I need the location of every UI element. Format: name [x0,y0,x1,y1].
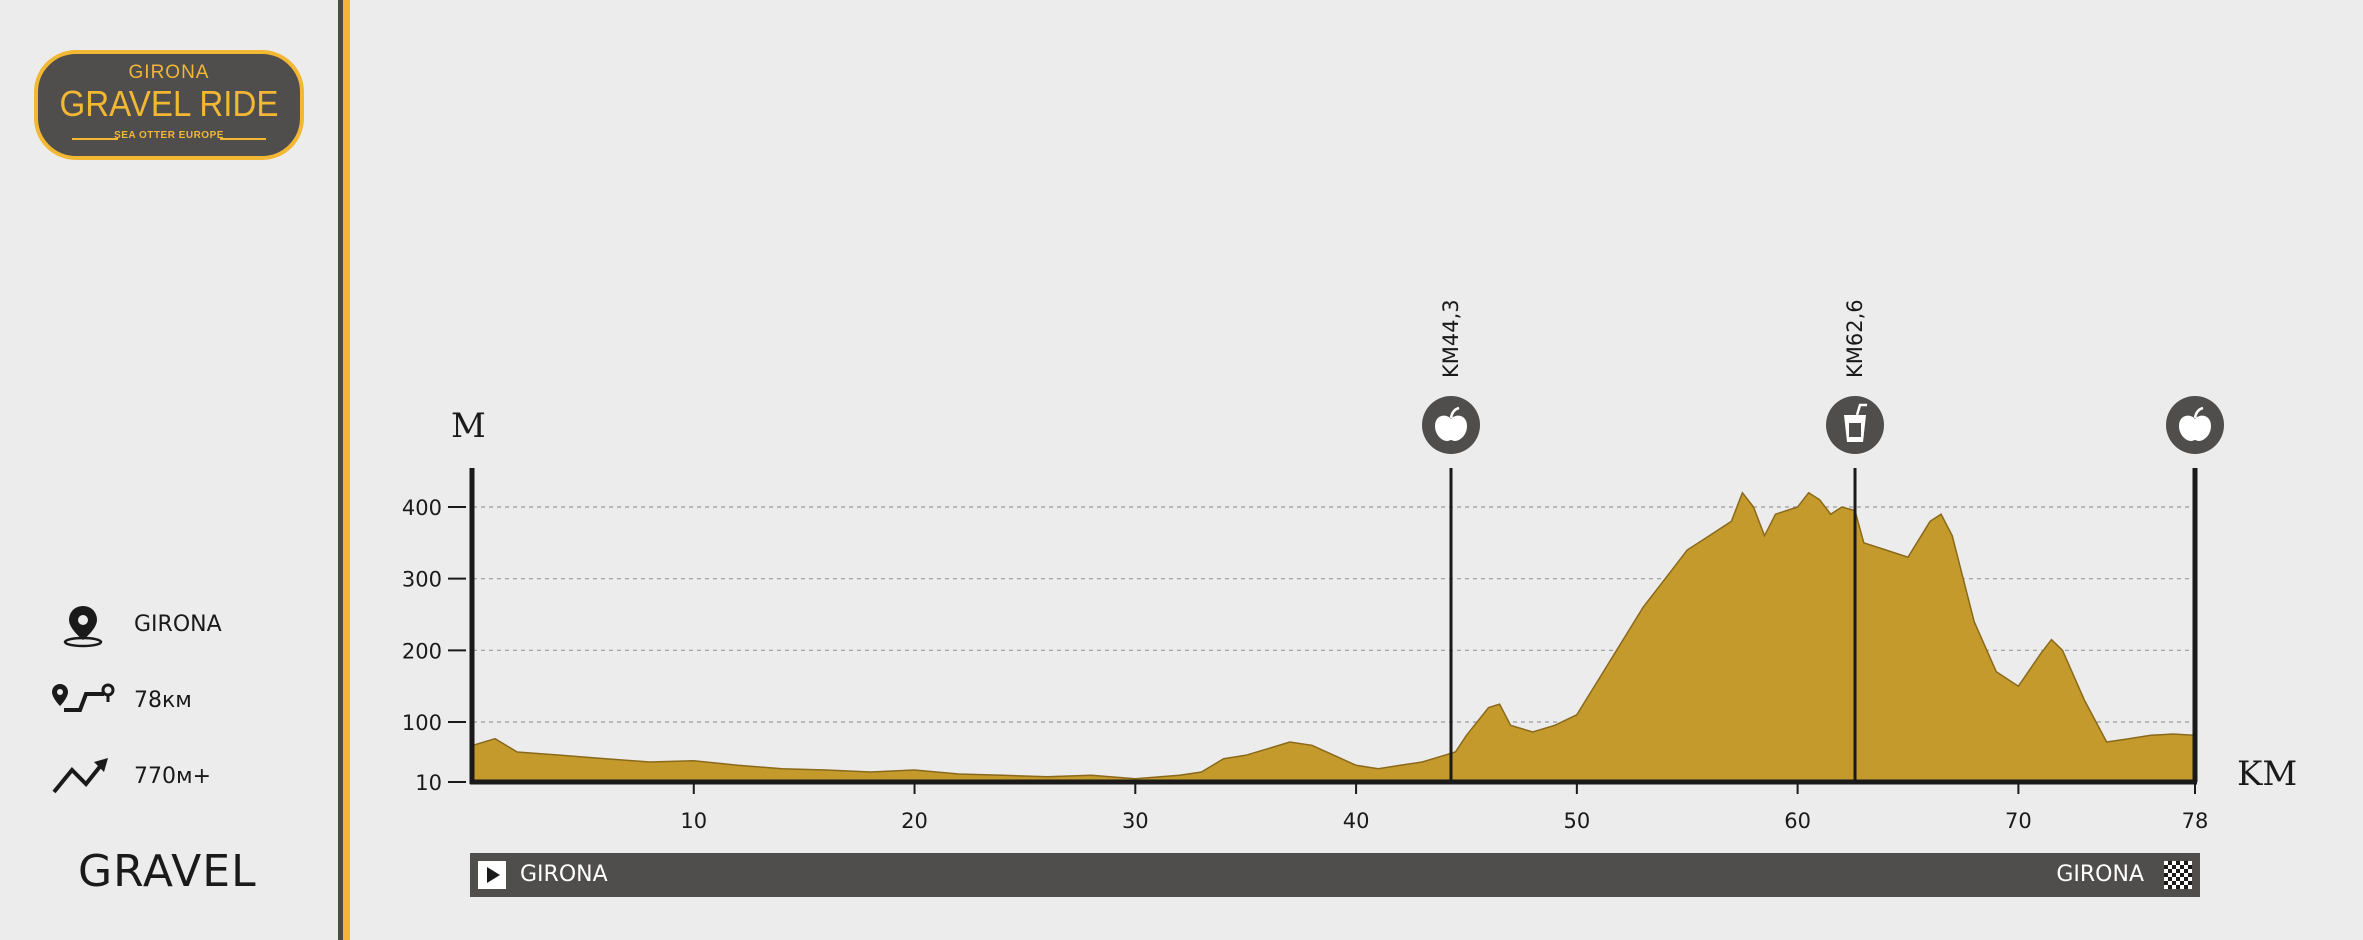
route-end-label: GIRONA [2056,862,2144,887]
y-tick-label: 200 [402,639,442,663]
event-logo: GIRONA GRAVEL RIDE SEA OTTER EUROPE [34,50,304,160]
logo-main-text: GRAVEL RIDE [59,83,279,124]
apple-stem [2193,406,2204,419]
stat-location: GIRONA [52,604,312,648]
x-tick-label: 40 [1343,809,1370,833]
stat-location-value: GIRONA [134,612,222,637]
sidebar: GIRONA GRAVEL RIDE SEA OTTER EUROPE GIRO… [0,0,338,940]
stat-elevation: 770м+ [52,756,312,800]
stat-distance-value: 78км [134,688,192,713]
x-tick-label: 70 [2005,809,2032,833]
food-station-icon [2166,396,2224,454]
drink-straw [1855,403,1868,416]
y-tick-label: 300 [402,568,442,592]
finish-flag-icon [2164,861,2192,889]
logo-sub-text: SEA OTTER EUROPE [114,130,224,141]
x-axis-unit: KM [2237,754,2297,794]
category-label: GRAVEL [78,846,257,897]
x-tick-label: 60 [1784,809,1811,833]
start-play-icon [478,861,506,889]
y-tick-label: 400 [402,496,442,520]
drink-fill [1849,423,1862,437]
drink-station-icon [1826,396,1885,454]
stat-distance: 78км [52,680,312,724]
km-marker-label: KM44,3 [1439,299,1463,378]
apple-icon [2179,415,2211,441]
x-tick-label: 78 [2182,809,2209,833]
y-axis-unit: M [451,406,486,446]
x-tick-label: 30 [1122,809,1149,833]
x-tick-label: 10 [680,809,707,833]
y-tick-label: 10 [415,771,442,795]
logo-rule-right [220,138,266,140]
route-icon [52,683,115,712]
apple-stem [1449,406,1460,419]
logo-top-text: GIRONA [128,62,210,83]
divider-dark [338,0,343,940]
logo-rule-left [72,138,118,140]
route-start-label: GIRONA [520,862,608,887]
elevation-gain-icon [52,758,108,794]
x-tick-label: 20 [901,809,928,833]
divider-gold [343,0,350,940]
x-tick-label: 50 [1563,809,1590,833]
food-station-icon [1422,396,1481,454]
stat-elevation-value: 770м+ [134,764,212,789]
y-tick-label: 100 [402,711,442,735]
route-bar: GIRONA GIRONA [470,853,2200,897]
elevation-area [472,491,2196,783]
apple-icon [1435,415,1468,441]
km-marker-label: KM62,6 [1843,299,1867,378]
location-pin-icon [63,606,103,648]
